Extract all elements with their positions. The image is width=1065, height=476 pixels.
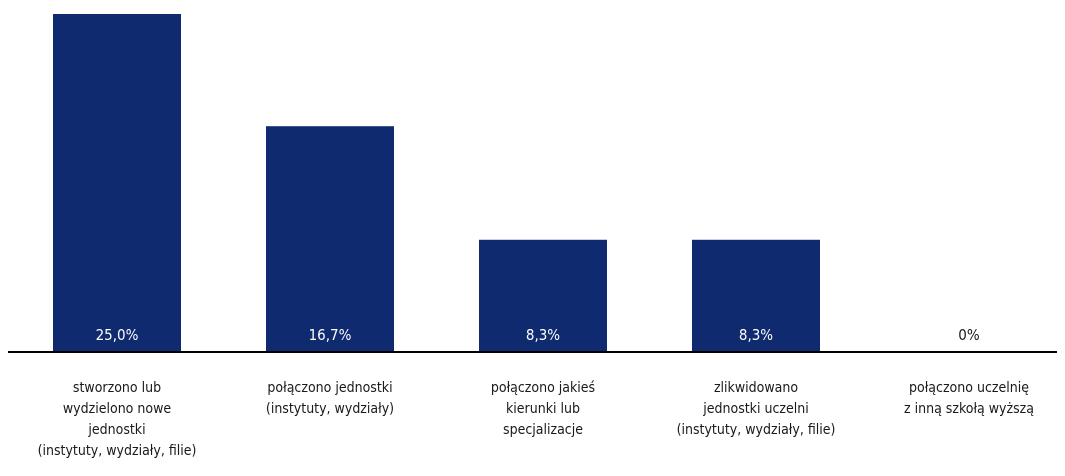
bar-4 bbox=[692, 239, 820, 352]
value-label-5: 0% bbox=[958, 326, 980, 344]
value-label-4: 8,3% bbox=[739, 326, 773, 344]
category-label-1: stworzono lub wydzielono nowe jednostki (in… bbox=[38, 380, 197, 459]
bar-3 bbox=[479, 239, 607, 352]
bar-2 bbox=[266, 126, 394, 352]
category-label-5: połączono uczelnię z inną szkołą wyższą bbox=[904, 380, 1034, 417]
category-label-3: połączono jakieś kierunki lub specjalizacj… bbox=[491, 380, 595, 438]
category-label-2: połączono jednostki (instytuty, wydziały) bbox=[266, 380, 394, 417]
bar-1 bbox=[53, 14, 181, 352]
category-label-4: zlikwidowano jednostki uczelni (instytuty,… bbox=[677, 380, 836, 438]
value-label-3: 8,3% bbox=[526, 326, 560, 344]
value-label-2: 16,7% bbox=[309, 326, 352, 344]
value-label-1: 25,0% bbox=[96, 326, 139, 344]
